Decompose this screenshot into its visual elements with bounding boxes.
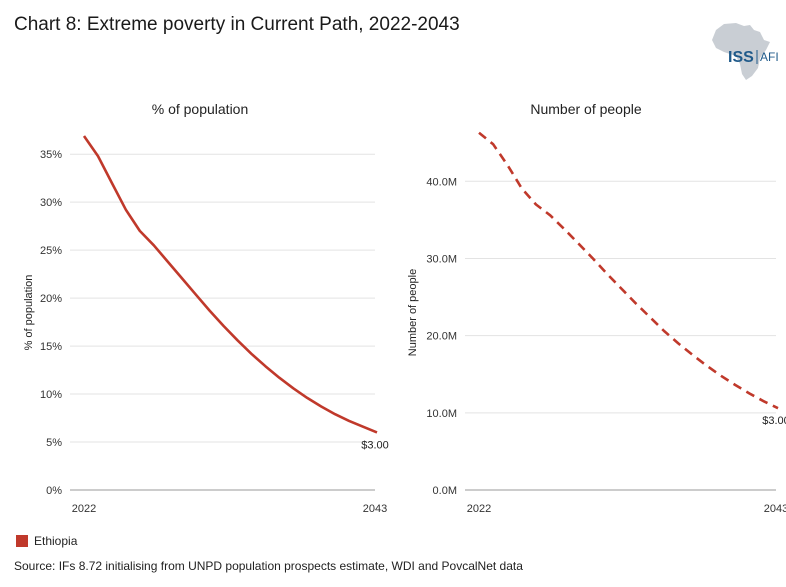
chart2-y-tick-label: 40.0M: [426, 176, 457, 188]
chart-title: Chart 8: Extreme poverty in Current Path…: [14, 14, 460, 35]
chart1-y-tick-label: 15%: [40, 341, 62, 353]
chart1-y-tick-label: 0%: [46, 485, 62, 497]
chart2-y-axis-label: Number of people: [407, 269, 419, 356]
chart1-y-tick-label: 5%: [46, 437, 62, 449]
legend-label-ethiopia: Ethiopia: [34, 534, 78, 548]
chart2-y-tick-label: 10.0M: [426, 408, 457, 420]
chart1-series-line-ethiopia: [82, 135, 378, 434]
charts-canvas: % of population 0% 5% 10% 15% 20% 25% 30% 35% % o…: [23, 101, 786, 515]
iss-afi-logo: ISS AFI: [702, 14, 782, 86]
chart2-title: Number of people: [530, 101, 642, 117]
legend: Ethiopia: [16, 534, 77, 548]
africa-map-icon: [712, 23, 770, 80]
chart2-y-tick-label: 20.0M: [426, 331, 457, 343]
chart1-y-tick-label: 35%: [40, 149, 62, 161]
chart1-x-tick-label: 2043: [363, 503, 387, 515]
chart2-series-line-ethiopia: [478, 131, 779, 410]
chart2-y-tick-label: 0.0M: [433, 485, 457, 497]
chart2-x-tick-label: 2043: [764, 503, 786, 515]
chart1-y-tick-label: 30%: [40, 197, 62, 209]
legend-swatch-ethiopia: [16, 535, 28, 547]
chart1-y-tick-label: 10%: [40, 389, 62, 401]
chart1-x-tick-label: 2022: [72, 503, 96, 515]
chart1-title: % of population: [152, 101, 249, 117]
chart2-y-tick-label: 30.0M: [426, 253, 457, 265]
chart1-end-label: $3.00: [361, 439, 389, 451]
chart1-y-tick-label: 20%: [40, 293, 62, 305]
logo-secondary-text: AFI: [760, 50, 779, 64]
chart2-end-label: $3.00: [762, 415, 786, 427]
source-note: Source: IFs 8.72 initialising from UNPD …: [14, 559, 523, 573]
chart2-x-tick-label: 2022: [467, 503, 491, 515]
chart1-y-axis-label: % of population: [23, 275, 35, 351]
chart1-y-tick-label: 25%: [40, 245, 62, 257]
logo-primary-text: ISS: [728, 49, 754, 66]
